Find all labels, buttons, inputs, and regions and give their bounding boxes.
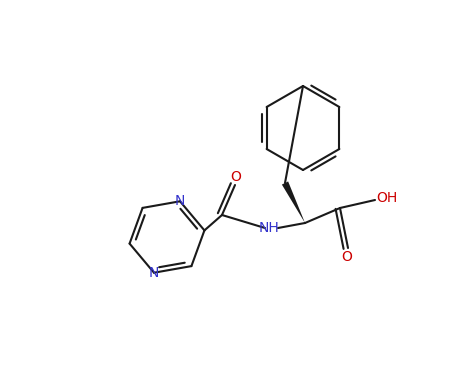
Text: O: O (341, 250, 352, 264)
Polygon shape (282, 181, 305, 223)
Text: O: O (231, 170, 242, 184)
Text: N: N (149, 266, 159, 280)
Text: N: N (175, 194, 185, 208)
Text: OH: OH (377, 191, 398, 205)
Text: NH: NH (258, 221, 280, 235)
